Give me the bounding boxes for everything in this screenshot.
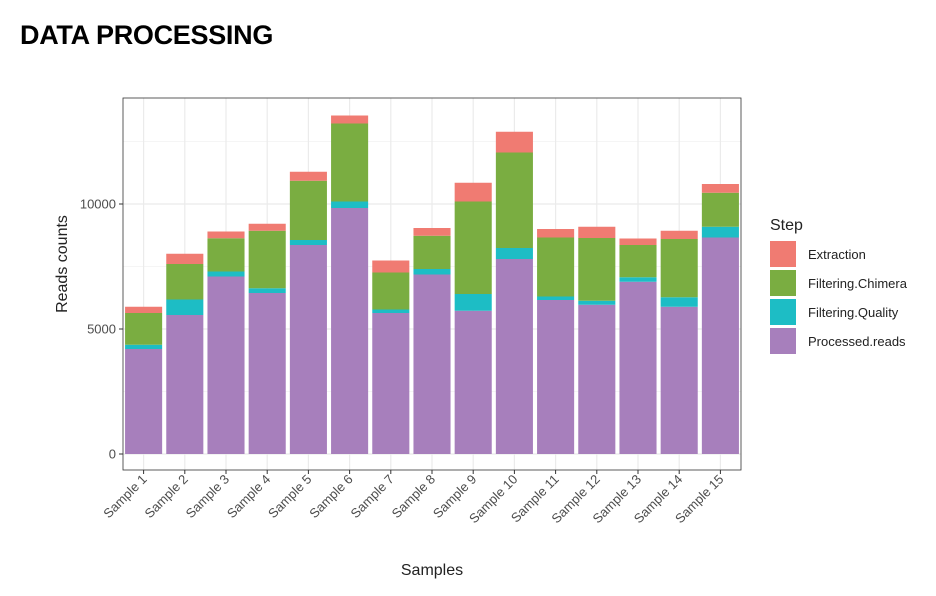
bar-segment-extraction [331, 115, 369, 124]
legend-swatch [770, 270, 796, 296]
bar-segment-extraction [495, 131, 533, 153]
x-axis-label: Samples [401, 562, 463, 579]
page-title: DATA PROCESSING [20, 20, 274, 50]
bar-segment-extraction [701, 184, 739, 193]
bar-segment-filtering-chimera [495, 152, 533, 248]
bar-segment-extraction [372, 260, 410, 273]
bar-segment-filtering-quality [537, 296, 575, 300]
bar-segment-filtering-chimera [619, 245, 657, 278]
bar-segment-extraction [289, 171, 327, 181]
bar-segment-processed-reads [495, 259, 533, 454]
bar-segment-processed-reads [578, 304, 616, 454]
bar-segment-filtering-chimera [166, 264, 204, 300]
x-tick-label: Sample 8 [389, 472, 438, 521]
bar-segment-filtering-quality [166, 299, 204, 315]
bar-segment-filtering-quality [413, 269, 451, 275]
bar-segment-processed-reads [413, 274, 451, 454]
bar-segment-extraction [578, 226, 616, 238]
y-tick-label: 10000 [80, 197, 116, 212]
bar-segment-extraction [413, 228, 451, 236]
bar-segment-filtering-chimera [578, 238, 616, 301]
bar-segment-filtering-chimera [537, 237, 575, 297]
x-tick-label: Sample 2 [141, 472, 190, 521]
x-tick-label: Sample 5 [265, 472, 314, 521]
legend-label: Processed.reads [808, 334, 906, 349]
bar-segment-extraction [207, 231, 245, 239]
bar-segment-filtering-quality [660, 297, 698, 307]
bar-segment-extraction [248, 223, 286, 231]
bar-segment-extraction [125, 306, 163, 313]
bar-segment-filtering-quality [331, 201, 369, 208]
bar-segment-extraction [454, 182, 492, 202]
bar-segment-filtering-quality [125, 344, 163, 349]
x-tick-label: Sample 3 [183, 472, 232, 521]
bar-segment-filtering-chimera [454, 201, 492, 294]
bar-segment-extraction [166, 253, 204, 264]
bar-segment-filtering-chimera [207, 238, 245, 272]
bar-segment-filtering-chimera [413, 235, 451, 269]
legend-label: Filtering.Chimera [808, 276, 908, 291]
bar-segment-filtering-quality [701, 226, 739, 238]
bar-segment-filtering-chimera [289, 180, 327, 240]
y-tick-label: 5000 [87, 322, 116, 337]
bar-segment-processed-reads [660, 306, 698, 454]
bar-segment-processed-reads [701, 237, 739, 454]
bar-segment-filtering-quality [289, 240, 327, 245]
x-tick-label: Sample 7 [347, 472, 396, 521]
bar-segment-filtering-quality [207, 271, 245, 277]
bar-segment-filtering-quality [578, 300, 616, 305]
y-tick-label: 0 [109, 447, 116, 462]
bar-segment-extraction [660, 230, 698, 239]
x-tick-label: Sample 4 [224, 472, 273, 521]
bar-segment-processed-reads [454, 310, 492, 454]
legend-title: Step [770, 217, 803, 234]
legend-label: Filtering.Quality [808, 305, 899, 320]
bar-segment-filtering-quality [454, 294, 492, 311]
bar-segment-processed-reads [372, 313, 410, 454]
legend-swatch [770, 299, 796, 325]
legend-label: Extraction [808, 247, 866, 262]
bar-segment-filtering-chimera [660, 239, 698, 298]
bar-segment-processed-reads [289, 245, 327, 454]
bar-segment-filtering-chimera [701, 192, 739, 227]
bar-segment-processed-reads [207, 276, 245, 454]
legend-swatch [770, 241, 796, 267]
bar-segment-filtering-quality [619, 277, 657, 282]
bar-segment-processed-reads [537, 300, 575, 454]
bar-segment-extraction [537, 229, 575, 238]
bar-segment-filtering-chimera [331, 123, 369, 202]
bar-segment-processed-reads [331, 208, 369, 454]
bar-segment-filtering-chimera [248, 230, 286, 289]
bar-segment-filtering-quality [372, 309, 410, 313]
bar-segment-filtering-quality [248, 288, 286, 293]
bar-segment-filtering-chimera [372, 272, 410, 310]
bar-segment-processed-reads [248, 293, 286, 454]
bar-segment-filtering-chimera [125, 313, 163, 345]
legend-swatch [770, 328, 796, 354]
bar-segment-processed-reads [619, 281, 657, 454]
bar-segment-extraction [619, 238, 657, 245]
y-axis-label: Reads counts [54, 215, 71, 313]
bar-segment-processed-reads [125, 349, 163, 454]
bar-segment-filtering-quality [495, 248, 533, 259]
x-tick-label: Sample 1 [100, 472, 149, 521]
x-tick-label: Sample 6 [306, 472, 355, 521]
bar-segment-processed-reads [166, 315, 204, 454]
